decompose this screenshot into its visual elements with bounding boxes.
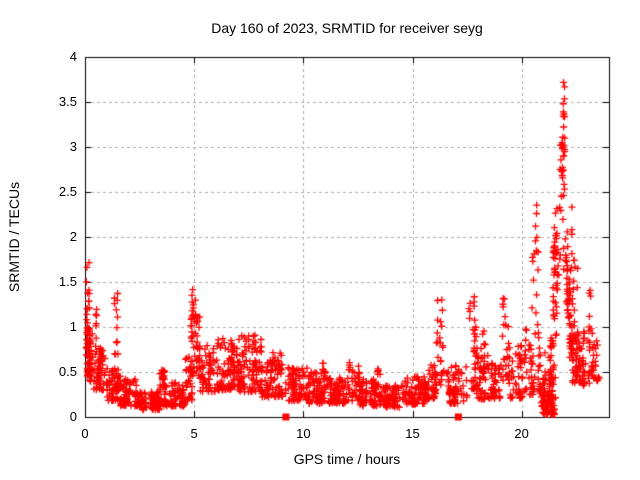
y-tick-label: 1 [69, 319, 77, 334]
y-tick-label: 0.5 [58, 364, 77, 379]
x-axis-label: GPS time / hours [293, 451, 401, 467]
y-tick-label: 2 [69, 229, 77, 244]
x-tick-label: 10 [296, 426, 311, 441]
y-tick-label: 3 [69, 139, 77, 154]
x-tick-label: 15 [405, 426, 420, 441]
y-tick-label: 2.5 [58, 184, 77, 199]
chart-title: Day 160 of 2023, SRMTID for receiver sey… [211, 20, 483, 36]
x-tick-label: 0 [81, 426, 89, 441]
y-tick-label: 0 [69, 409, 77, 424]
y-tick-label: 3.5 [58, 94, 77, 109]
y-tick-label: 4 [69, 49, 77, 64]
y-tick-label: 1.5 [58, 274, 77, 289]
x-tick-label: 5 [190, 426, 198, 441]
x-tick-label: 20 [514, 426, 529, 441]
